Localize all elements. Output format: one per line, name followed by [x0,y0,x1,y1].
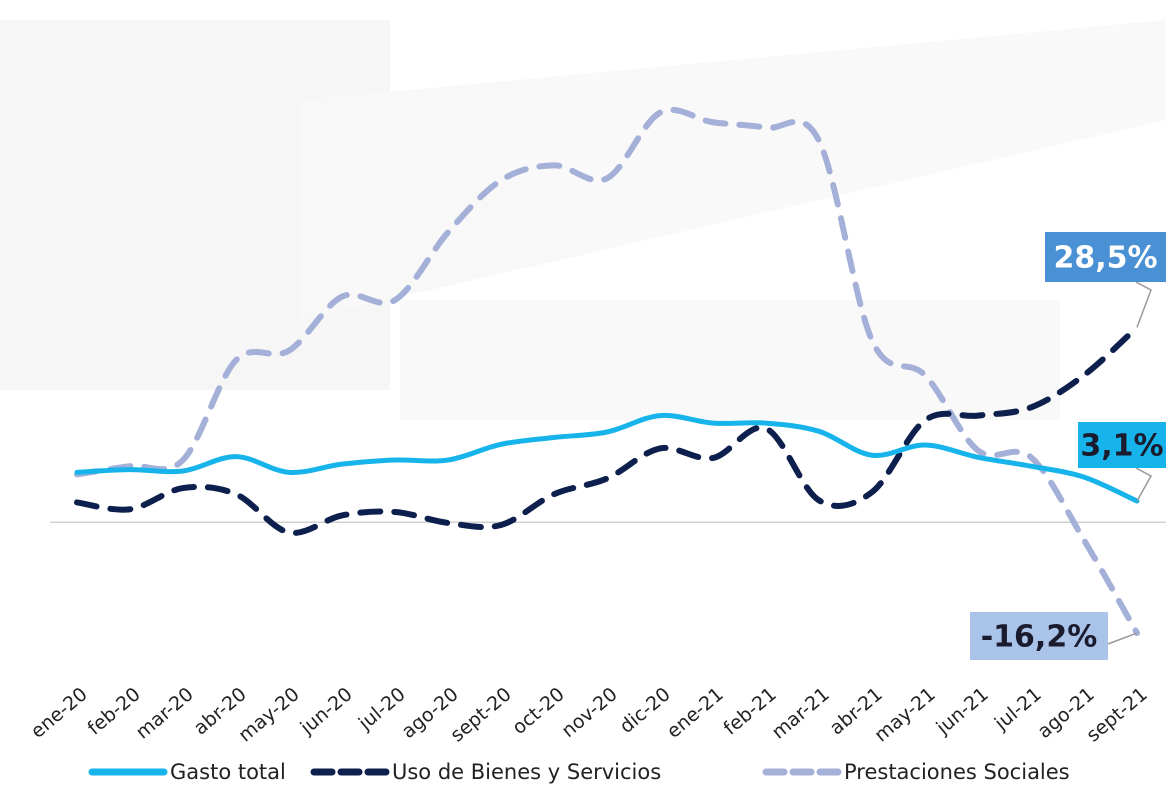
x-tick-label: jun-20 [296,683,357,739]
legend-label: Uso de Bienes y Servicios [392,760,661,784]
legend-label: Prestaciones Sociales [844,760,1070,784]
x-tick-label: sept-20 [446,683,515,746]
x-tick-label: oct-20 [508,683,569,739]
leader-line [1136,468,1151,501]
x-tick-label: mar-20 [132,683,198,743]
x-tick-label: ene-21 [663,683,728,743]
background-decor [0,20,1166,420]
leader-line [1108,633,1137,644]
end-label: 3,1% [1080,429,1163,464]
series-line [77,415,1137,501]
x-tick-label: sept-21 [1082,683,1151,746]
end-label: 28,5% [1053,241,1157,276]
x-tick-label: may-20 [234,683,303,746]
x-tick-label: mar-21 [768,683,834,743]
leader-line [1136,282,1151,327]
x-tick-label: ene-20 [27,683,92,743]
x-tick-label: may-21 [870,683,939,746]
end-label: -16,2% [981,620,1098,655]
chart: ene-20feb-20mar-20abr-20may-20jun-20jul-… [0,0,1166,812]
x-tick-label: nov-20 [557,683,621,742]
x-tick-label: jun-21 [932,683,993,739]
legend-label: Gasto total [170,760,286,784]
